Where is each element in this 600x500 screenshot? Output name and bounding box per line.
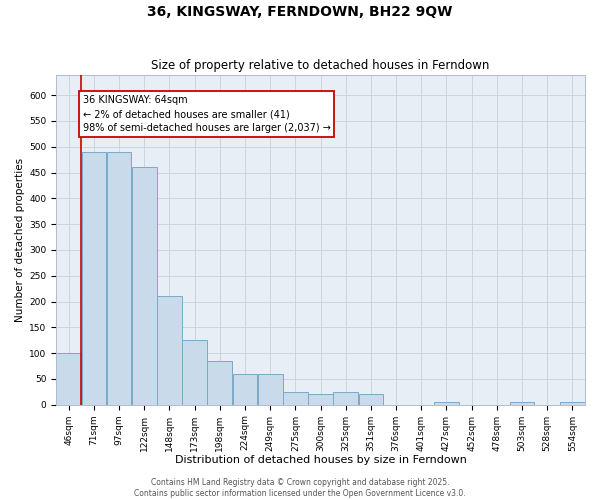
Bar xyxy=(283,392,308,404)
Bar xyxy=(560,402,585,404)
Bar xyxy=(107,152,131,405)
Text: 36 KINGSWAY: 64sqm
← 2% of detached houses are smaller (41)
98% of semi-detached: 36 KINGSWAY: 64sqm ← 2% of detached hous… xyxy=(83,95,331,133)
X-axis label: Distribution of detached houses by size in Ferndown: Distribution of detached houses by size … xyxy=(175,455,467,465)
Bar xyxy=(308,394,333,404)
Bar xyxy=(258,374,283,404)
Bar xyxy=(510,402,535,404)
Bar xyxy=(434,402,459,404)
Bar xyxy=(359,394,383,404)
Bar xyxy=(233,374,257,404)
Text: Contains HM Land Registry data © Crown copyright and database right 2025.
Contai: Contains HM Land Registry data © Crown c… xyxy=(134,478,466,498)
Bar xyxy=(157,296,182,405)
Text: 36, KINGSWAY, FERNDOWN, BH22 9QW: 36, KINGSWAY, FERNDOWN, BH22 9QW xyxy=(148,5,452,19)
Bar xyxy=(182,340,207,404)
Bar xyxy=(82,152,106,405)
Y-axis label: Number of detached properties: Number of detached properties xyxy=(15,158,25,322)
Bar xyxy=(208,361,232,405)
Title: Size of property relative to detached houses in Ferndown: Size of property relative to detached ho… xyxy=(151,59,490,72)
Bar xyxy=(56,353,81,405)
Bar xyxy=(132,168,157,404)
Bar xyxy=(334,392,358,404)
